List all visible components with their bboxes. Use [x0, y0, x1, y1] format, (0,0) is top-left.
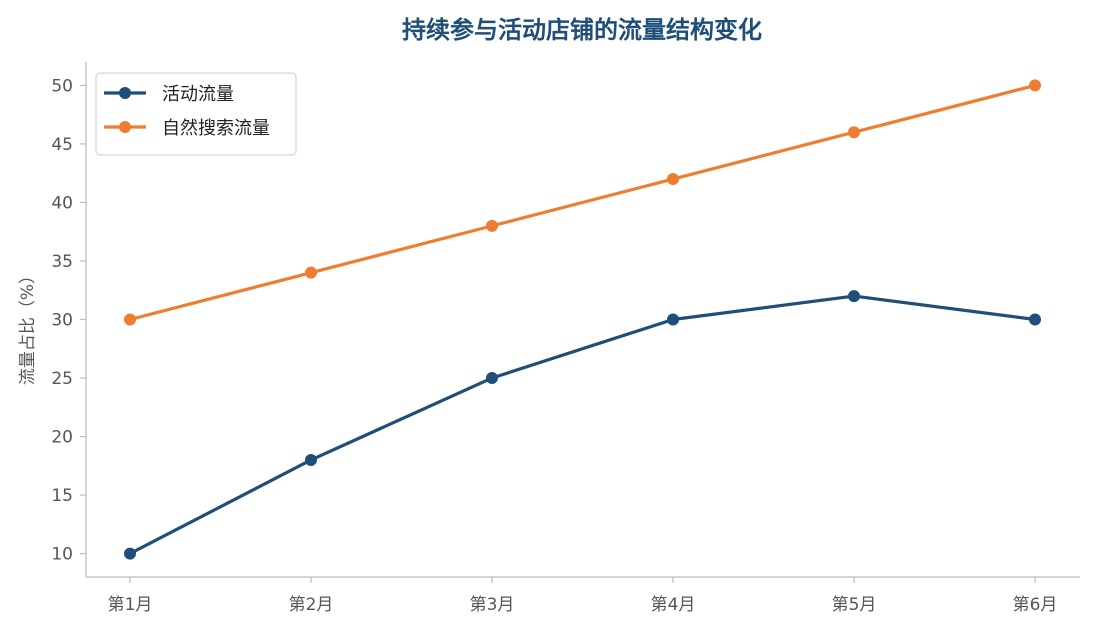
- series-line: [128, 294, 1037, 556]
- x-tick-label: 第1月: [108, 595, 153, 615]
- y-tick-label: 20: [51, 428, 73, 448]
- y-axis-label-group: 流量占比（%）: [18, 267, 38, 385]
- data-point: [1029, 79, 1041, 92]
- y-tick-label: 25: [51, 369, 73, 389]
- series-2: [124, 79, 1041, 326]
- data-point: [305, 266, 317, 279]
- legend-item: 自然搜索流量: [104, 118, 270, 139]
- legend-label: 活动流量: [162, 84, 234, 105]
- x-tick-label: 第4月: [651, 595, 696, 615]
- data-point: [305, 453, 317, 466]
- data-point: [1029, 313, 1041, 326]
- legend-marker: [119, 121, 131, 133]
- series-1: [124, 290, 1041, 560]
- x-tick-label: 第2月: [289, 595, 334, 615]
- data-point: [124, 547, 136, 560]
- data-point: [667, 313, 679, 326]
- y-axis-label: 流量占比（%）: [18, 267, 38, 385]
- data-point: [667, 173, 679, 186]
- y-tick-label: 30: [51, 311, 73, 331]
- legend-label: 自然搜索流量: [162, 118, 270, 139]
- y-tick-label: 45: [51, 135, 73, 155]
- x-tick-label: 第6月: [1013, 595, 1058, 615]
- y-tick-label: 40: [51, 193, 73, 213]
- y-tick-label: 10: [51, 545, 73, 565]
- data-point: [486, 372, 498, 385]
- data-point: [124, 313, 136, 326]
- series-layer: [124, 79, 1041, 560]
- data-point: [486, 219, 498, 232]
- x-tick-label: 第3月: [470, 595, 515, 615]
- y-tick-label: 35: [51, 252, 73, 272]
- y-tick-label: 15: [51, 486, 73, 506]
- y-ticks: 10 15 20 25 30 35 40 45 50: [51, 76, 86, 565]
- x-tick-label: 第5月: [832, 595, 877, 615]
- y-tick-label: 50: [51, 76, 73, 96]
- legend-item: 活动流量: [104, 84, 234, 105]
- legend-marker: [119, 87, 131, 99]
- x-ticks: 第1月 第2月 第3月 第4月 第5月 第6月: [108, 577, 1058, 615]
- data-point: [848, 126, 860, 139]
- chart-title: 持续参与活动店铺的流量结构变化: [402, 16, 762, 44]
- series-line: [128, 83, 1037, 322]
- data-point: [848, 290, 860, 303]
